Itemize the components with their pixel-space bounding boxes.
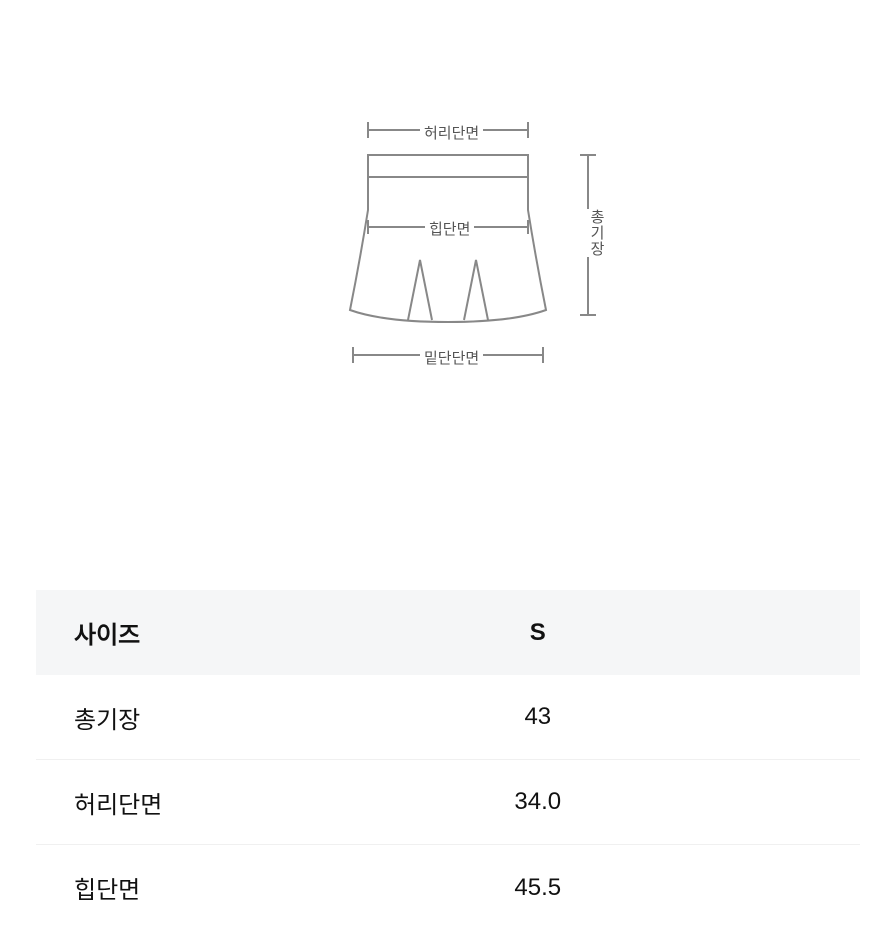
row-label: 총기장 bbox=[36, 700, 366, 735]
hem-label: 밑단단면 bbox=[420, 347, 483, 368]
waist-label: 허리단면 bbox=[420, 122, 483, 143]
row-value: 34.0 bbox=[366, 788, 860, 816]
row-value: 45.5 bbox=[366, 874, 860, 902]
table-header-row: 사이즈 S bbox=[36, 590, 860, 675]
length-label: 총기장 bbox=[582, 209, 611, 257]
table-row: 총기장 43 bbox=[36, 675, 860, 760]
row-label: 허리단면 bbox=[36, 785, 366, 820]
measurement-diagram: 허리단면 힙단면 밑단단면 총기장 bbox=[0, 0, 896, 590]
table-row: 허리단면 34.0 bbox=[36, 760, 860, 845]
table-row: 힙단면 45.5 bbox=[36, 845, 860, 930]
row-label: 힙단면 bbox=[36, 870, 366, 905]
row-value: 43 bbox=[366, 703, 860, 731]
header-size-value: S bbox=[366, 619, 860, 647]
size-table: 사이즈 S 총기장 43 허리단면 34.0 힙단면 45.5 bbox=[36, 590, 860, 930]
header-size-label: 사이즈 bbox=[36, 615, 366, 650]
hip-label: 힙단면 bbox=[425, 218, 474, 239]
